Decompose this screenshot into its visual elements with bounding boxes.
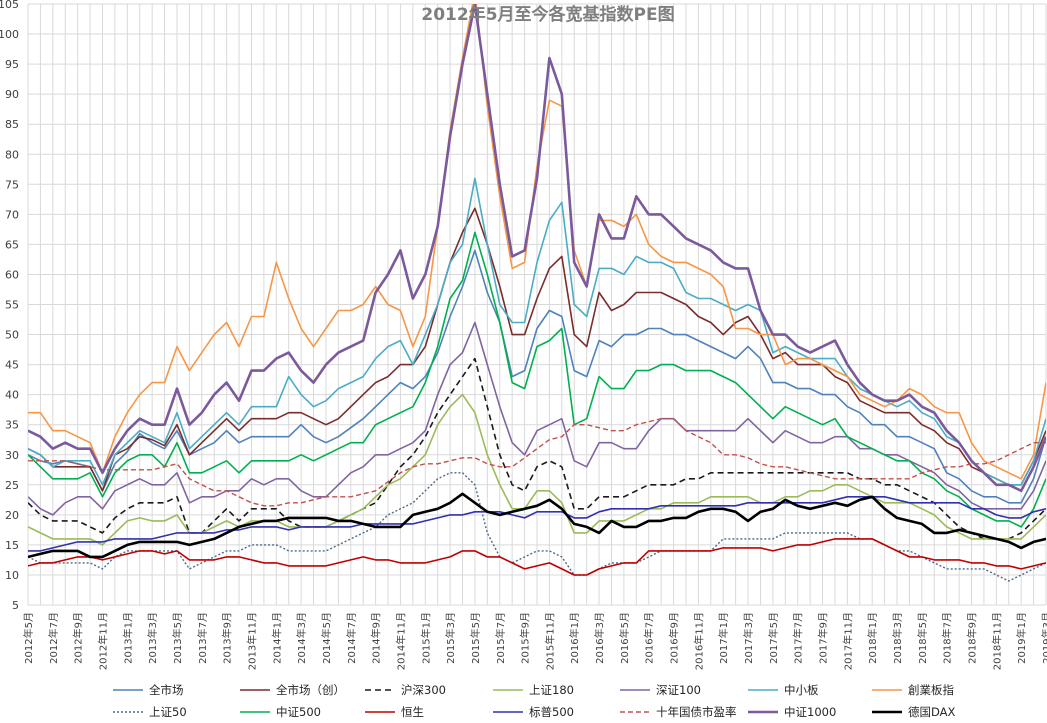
x-tick-label: 2016年11月 [692, 612, 705, 670]
series-line [28, 495, 1046, 552]
series-lines [28, 4, 1046, 582]
x-tick-label: 2012年5月 [22, 612, 35, 664]
x-tick-label: 2015年3月 [444, 612, 457, 664]
x-tick-label: 2018年11月 [990, 612, 1003, 670]
x-tick-label: 2018年9月 [966, 612, 979, 664]
y-tick-label: 100 [0, 28, 19, 41]
x-tick-label: 2015年1月 [419, 612, 432, 664]
x-tick-label: 2014年5月 [320, 612, 333, 664]
legend-label: 十年国债市盈率 [656, 705, 737, 719]
x-tick-label: 2013年9月 [221, 612, 234, 664]
x-tick-label: 2016年3月 [593, 612, 606, 664]
series-line [28, 472, 1046, 582]
x-tick-label: 2012年9月 [72, 612, 85, 664]
legend-label: 德国DAX [908, 705, 956, 719]
series-line [28, 357, 1046, 540]
legend-label: 全市场 [149, 683, 184, 697]
y-tick-label: 95 [5, 58, 19, 71]
x-tick-label: 2019年3月 [1040, 612, 1047, 664]
x-tick-label: 2014年7月 [345, 612, 358, 664]
x-tick-label: 2014年1月 [270, 612, 283, 664]
series-line [28, 207, 1046, 492]
y-tick-label: 65 [5, 238, 19, 251]
y-tick-label: 45 [5, 359, 19, 372]
y-tick-label: 50 [5, 329, 19, 342]
legend-label: 中证1000 [784, 705, 836, 719]
series-line [28, 492, 1046, 559]
legend-label: 恒生 [401, 705, 424, 719]
x-tick-label: 2018年3月 [891, 612, 904, 664]
y-tick-label: 60 [5, 268, 19, 281]
legend-label: 上证180 [529, 683, 574, 697]
x-tick-label: 2013年1月 [121, 612, 134, 664]
y-tick-label: 85 [5, 118, 19, 131]
y-tick-label: 25 [5, 479, 19, 492]
series-line [28, 231, 1046, 528]
y-tick-label: 5 [12, 599, 19, 612]
series-line [28, 418, 1046, 507]
y-tick-label: 55 [5, 299, 19, 312]
y-tick-label: 40 [5, 389, 19, 402]
legend-label: 沪深300 [401, 683, 446, 697]
x-tick-label: 2016年5月 [618, 612, 631, 664]
legend-label: 創業板指 [908, 683, 954, 697]
x-tick-label: 2017年9月 [817, 612, 830, 664]
x-tick-label: 2013年11月 [245, 612, 258, 670]
x-tick-label: 2017年7月 [792, 612, 805, 664]
x-tick-label: 2015年7月 [494, 612, 507, 664]
x-tick-label: 2012年7月 [47, 612, 60, 664]
x-tick-label: 2017年11月 [841, 612, 854, 670]
series-line [28, 538, 1046, 576]
x-tick-label: 2013年3月 [146, 612, 159, 664]
x-tick-label: 2019年1月 [1015, 612, 1028, 664]
series-line [28, 249, 1046, 504]
x-tick-label: 2018年5月 [916, 612, 929, 664]
legend-label: 中小板 [784, 683, 819, 697]
x-tick-label: 2017年5月 [767, 612, 780, 664]
legend-label: 中证500 [276, 705, 321, 719]
series-line [28, 4, 1046, 493]
y-tick-label: 80 [5, 148, 19, 161]
x-tick-label: 2016年9月 [668, 612, 681, 664]
y-tick-label: 15 [5, 539, 19, 552]
y-tick-label: 105 [0, 0, 19, 11]
x-tick-label: 2015年11月 [543, 612, 556, 670]
chart-title: 2012年5月至今各宽基指数PE图 [421, 4, 674, 25]
x-tick-label: 2018年1月 [866, 612, 879, 664]
x-tick-label: 2014年11月 [394, 612, 407, 670]
x-tick-label: 2016年1月 [568, 612, 581, 664]
y-tick-label: 10 [5, 569, 19, 582]
x-tick-label: 2012年11月 [96, 612, 109, 670]
x-tick-label: 2015年9月 [519, 612, 532, 664]
legend-label: 全市场（创） [276, 683, 345, 697]
x-tick-label: 2013年5月 [171, 612, 184, 664]
x-tick-label: 2015年5月 [469, 612, 482, 664]
x-axis-ticks: 2012年5月 2012年7月 2012年9月 2012年11月 2013年1月 2013… [22, 612, 1047, 670]
y-tick-label: 70 [5, 208, 19, 221]
x-tick-label: 2017年1月 [717, 612, 730, 664]
x-tick-label: 2018年7月 [941, 612, 954, 664]
x-tick-label: 2014年9月 [370, 612, 383, 664]
legend-label: 标普500 [529, 705, 574, 719]
y-tick-label: 20 [5, 509, 19, 522]
y-tick-label: 75 [5, 178, 19, 191]
x-tick-label: 2013年7月 [196, 612, 209, 664]
legend-label: 深证100 [656, 683, 701, 697]
legend-label: 上证50 [149, 705, 187, 719]
x-tick-label: 2014年3月 [295, 612, 308, 664]
y-tick-label: 30 [5, 449, 19, 462]
x-tick-label: 2017年3月 [742, 612, 755, 664]
y-tick-label: 35 [5, 419, 19, 432]
x-tick-label: 2016年7月 [643, 612, 656, 664]
y-tick-label: 90 [5, 88, 19, 101]
y-axis-ticks: 5 10 15 20 25 30 35 40 45 50 55 60 65 70 75 80 85 90 95 100… [0, 0, 19, 612]
